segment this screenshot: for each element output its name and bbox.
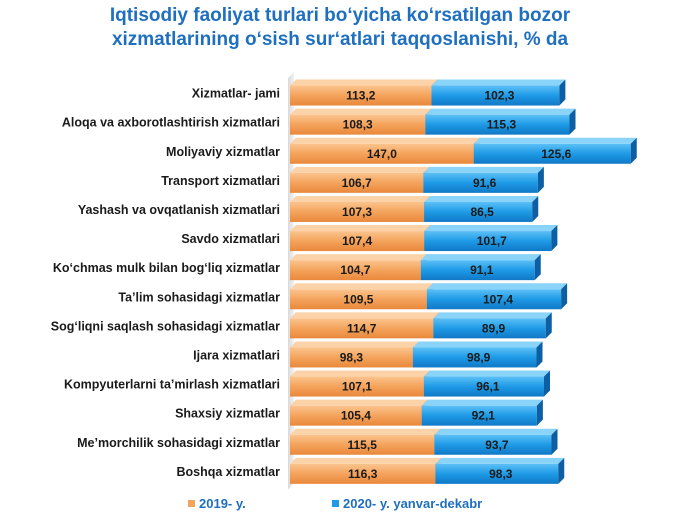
bar-2020-10 xyxy=(423,370,550,397)
value-label-2020: 98,3 xyxy=(489,467,513,481)
value-label-2020: 102,3 xyxy=(484,89,514,103)
value-label-2020: 101,7 xyxy=(477,234,507,248)
value-label-2019: 116,3 xyxy=(348,467,378,481)
bar-2020-4 xyxy=(424,195,539,222)
category-label: Shaxsiy xizmatlar xyxy=(175,407,280,421)
value-label-2019: 105,4 xyxy=(341,409,371,423)
value-label-2020: 96,1 xyxy=(476,380,500,394)
value-label-2020: 86,5 xyxy=(471,205,495,219)
bar-2019-9 xyxy=(290,341,419,368)
category-label: Moliyaviy xizmatlar xyxy=(166,145,280,159)
value-label-2020: 92,1 xyxy=(472,409,496,423)
value-label-2019: 107,4 xyxy=(342,234,372,248)
chart-title-line-1: Iqtisodiy faoliyat turlari bo‘yicha ko‘r… xyxy=(109,5,571,26)
legend-label-2020: 2020- y. yanvar-dekabr xyxy=(343,496,483,511)
value-label-2019: 109,5 xyxy=(343,292,373,306)
bar-2020-13 xyxy=(435,457,565,484)
category-label: Transport xizmatlari xyxy=(161,174,280,188)
category-label: Ta’lim sohasidagi xizmatlar xyxy=(118,290,280,304)
category-label: Boshqa xizmatlar xyxy=(176,465,280,479)
bar-2020-8 xyxy=(433,312,552,339)
value-label-2019: 106,7 xyxy=(342,176,372,190)
value-label-2020: 107,4 xyxy=(483,292,513,306)
legend-item-2020: 2020- y. yanvar-dekabr xyxy=(332,496,482,511)
bars-group: 113,2 102,3 108,3 115,3 147,0 125,6 106,7 91,6 1… xyxy=(290,79,637,484)
legend-swatch-2020 xyxy=(332,500,339,507)
category-label: Xizmatlar- jami xyxy=(192,87,280,101)
category-label: Ko‘chmas mulk bilan bog‘liq xizmatlar xyxy=(53,261,280,275)
bar-2020-1 xyxy=(425,108,576,135)
value-label-2019: 113,2 xyxy=(346,89,376,103)
value-label-2019: 107,1 xyxy=(342,380,372,394)
value-label-2020: 115,3 xyxy=(487,118,517,132)
value-label-2020: 98,9 xyxy=(467,350,491,364)
bar-2019-6 xyxy=(290,254,427,281)
value-label-2019: 108,3 xyxy=(343,118,373,132)
bar-2020-3 xyxy=(423,166,544,193)
value-label-2019: 107,3 xyxy=(342,205,372,219)
value-label-2019: 114,7 xyxy=(347,321,377,335)
bar-2019-4 xyxy=(290,195,431,222)
value-label-2020: 93,7 xyxy=(485,438,509,452)
category-labels: Xizmatlar- jami Aloqa va axborotlashtiris… xyxy=(51,87,280,479)
bar-2019-7 xyxy=(290,283,433,310)
legend-swatch-2019 xyxy=(188,500,195,507)
bar-2020-9 xyxy=(412,341,543,368)
chart-title-line-2: xizmatlarining o‘sish sur‘atlari taqqosl… xyxy=(111,29,569,50)
bar-2019-1 xyxy=(290,108,432,135)
bar-2020-7 xyxy=(426,283,568,310)
bar-2020-2 xyxy=(473,137,637,164)
category-label: Ijara xizmatlari xyxy=(193,348,280,362)
category-label: Savdo xizmatlari xyxy=(181,232,280,246)
category-label: Aloqa va axborotlashtirish xizmatlari xyxy=(62,116,280,130)
value-label-2019: 115,5 xyxy=(348,438,378,452)
value-label-2020: 91,1 xyxy=(470,263,494,277)
bar-2020-5 xyxy=(424,225,558,252)
chart-title: Iqtisodiy faoliyat turlari bo‘yicha ko‘r… xyxy=(0,4,680,52)
value-label-2020: 89,9 xyxy=(482,321,506,335)
legend-item-2019: 2019- y. xyxy=(188,496,246,511)
value-label-2020: 91,6 xyxy=(473,176,497,190)
value-label-2019: 98,3 xyxy=(340,350,364,364)
value-label-2019: 147,0 xyxy=(367,147,397,161)
category-label: Sog‘liqni saqlash sohasidagi xizmatlar xyxy=(51,319,280,333)
legend: 2019- y. 2020- y. yanvar-dekabr xyxy=(0,496,680,516)
bar-2020-6 xyxy=(420,254,541,281)
category-label: Yashash va ovqatlanish xizmatlari xyxy=(78,203,280,217)
category-label: Kompyuterlarni ta’mirlash xizmatlari xyxy=(64,378,280,392)
bar-2020-11 xyxy=(421,399,543,426)
legend-label-2019: 2019- y. xyxy=(199,496,246,511)
category-label: Me’morchilik sohasidagi xizmatlar xyxy=(77,436,280,450)
value-label-2019: 104,7 xyxy=(340,263,370,277)
value-label-2020: 125,6 xyxy=(541,147,571,161)
bar-2020-0 xyxy=(431,79,566,106)
bar-2020-12 xyxy=(434,428,558,455)
